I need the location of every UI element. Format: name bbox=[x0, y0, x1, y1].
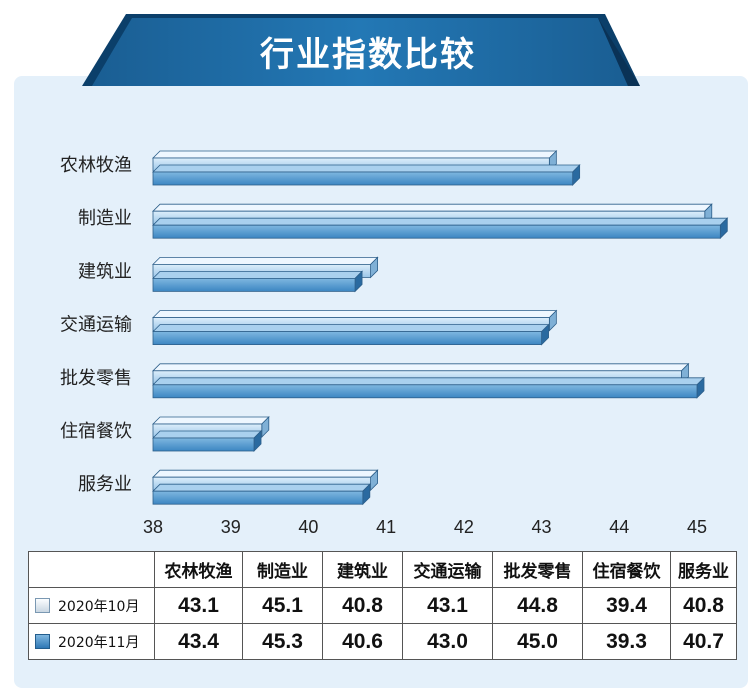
table-row-label: 2020年11月 bbox=[28, 623, 155, 660]
data-table: 农林牧渔 制造业 建筑业 交通运输 批发零售 住宿餐饮 服务业 2020年10月… bbox=[28, 551, 737, 660]
x-tick-label: 41 bbox=[376, 517, 396, 537]
chart-title: 行业指数比较 bbox=[260, 35, 476, 75]
bar-2020-11 bbox=[152, 270, 364, 293]
x-tick-label: 38 bbox=[143, 517, 163, 537]
table-cell: 40.8 bbox=[670, 587, 737, 624]
table-header-cell: 住宿餐饮 bbox=[582, 551, 671, 588]
x-tick-label: 44 bbox=[609, 517, 629, 537]
category-label: 批发零售 bbox=[60, 368, 132, 389]
table-cell: 43.0 bbox=[402, 623, 493, 660]
category-label: 农林牧渔 bbox=[60, 155, 132, 176]
x-tick-label: 40 bbox=[298, 517, 318, 537]
table-cell: 39.4 bbox=[582, 587, 671, 624]
title-banner bbox=[82, 14, 640, 86]
table-cell: 40.7 bbox=[670, 623, 737, 660]
table-cell: 44.8 bbox=[492, 587, 583, 624]
bar-2020-11 bbox=[152, 376, 705, 399]
x-tick-label: 39 bbox=[221, 517, 241, 537]
table-row: 2020年10月 43.1 45.1 40.8 43.1 44.8 39.4 4… bbox=[28, 587, 737, 624]
table-cell: 45.0 bbox=[492, 623, 583, 660]
table-header-cell: 交通运输 bbox=[402, 551, 493, 588]
bar-2020-11 bbox=[152, 323, 550, 346]
table-cell: 45.1 bbox=[242, 587, 323, 624]
bar-2020-11 bbox=[152, 430, 262, 452]
table-cell: 39.3 bbox=[582, 623, 671, 660]
x-tick-label: 45 bbox=[687, 517, 707, 537]
table-cell: 40.8 bbox=[322, 587, 403, 624]
series-label: 2020年11月 bbox=[58, 634, 140, 651]
table-cell: 43.4 bbox=[154, 623, 243, 660]
table-row-label: 2020年10月 bbox=[28, 587, 155, 624]
x-tick-label: 43 bbox=[532, 517, 552, 537]
table-header-cell: 服务业 bbox=[670, 551, 737, 588]
bar-2020-11 bbox=[152, 483, 371, 506]
table-cell: 45.3 bbox=[242, 623, 323, 660]
legend-swatch-icon bbox=[35, 597, 50, 613]
series-label: 2020年10月 bbox=[58, 598, 140, 615]
table-header-cell: 农林牧渔 bbox=[154, 551, 243, 588]
table-cell: 43.1 bbox=[154, 587, 243, 624]
table-corner-cell bbox=[28, 551, 155, 588]
table-header-cell: 制造业 bbox=[242, 551, 323, 588]
category-label: 制造业 bbox=[78, 208, 132, 229]
table-header-cell: 建筑业 bbox=[322, 551, 403, 588]
category-label: 交通运输 bbox=[60, 315, 132, 336]
bar-2020-11 bbox=[152, 217, 729, 240]
legend-swatch-icon bbox=[35, 633, 50, 649]
x-tick-label: 42 bbox=[454, 517, 474, 537]
table-cell: 40.6 bbox=[322, 623, 403, 660]
table-cell: 43.1 bbox=[402, 587, 493, 624]
table-row: 2020年11月 43.4 45.3 40.6 43.0 45.0 39.3 4… bbox=[28, 623, 737, 660]
category-label: 建筑业 bbox=[78, 261, 132, 282]
bar-2020-11 bbox=[152, 164, 581, 186]
category-label: 服务业 bbox=[78, 474, 132, 495]
table-header-row: 农林牧渔 制造业 建筑业 交通运输 批发零售 住宿餐饮 服务业 bbox=[28, 551, 737, 588]
table-header-cell: 批发零售 bbox=[492, 551, 583, 588]
category-label: 住宿餐饮 bbox=[60, 421, 132, 442]
